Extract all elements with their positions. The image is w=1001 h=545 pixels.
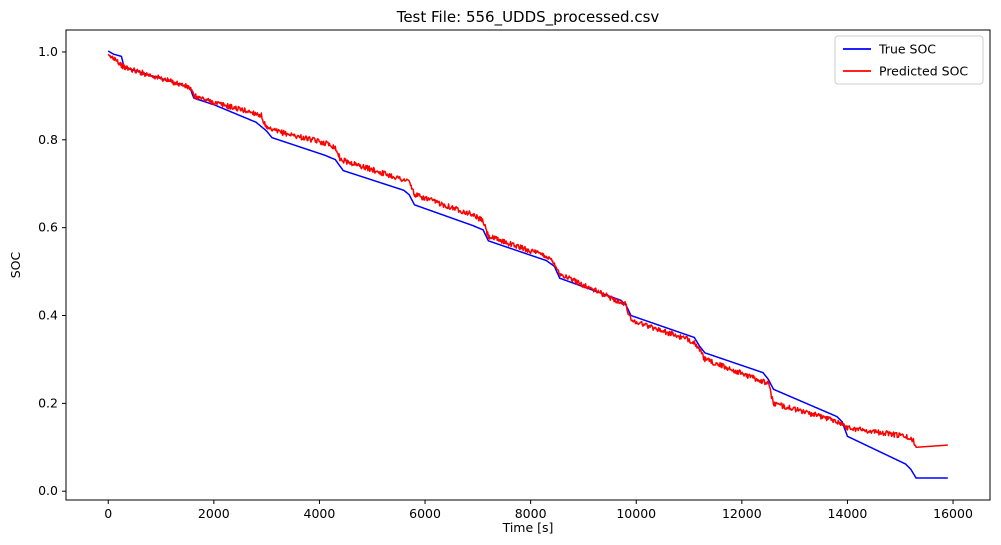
series-layer: [107, 50, 948, 479]
x-tick-label: 0: [104, 506, 112, 521]
x-axis-label: Time [s]: [502, 520, 554, 535]
y-tick-label: 0.4: [38, 308, 58, 323]
y-tick-label: 0.0: [38, 483, 58, 498]
x-axis-ticks: 0 2000 4000 6000 8000 10000 12000 14000 16000: [104, 500, 973, 521]
legend-label: True SOC: [878, 42, 936, 57]
chart-title: Test File: 556_UDDS_processed.csv: [396, 8, 660, 27]
legend-box: [834, 35, 984, 85]
y-tick-label: 1.0: [38, 44, 58, 59]
y-tick-label: 0.8: [38, 132, 58, 147]
x-tick-label: 4000: [304, 506, 336, 521]
legend-label: Predicted SOC: [879, 64, 968, 79]
x-tick-label: 6000: [409, 506, 441, 521]
x-tick-label: 8000: [515, 506, 547, 521]
y-axis-ticks: 0.0 0.2 0.4 0.6 0.8 1.0: [38, 44, 66, 498]
x-tick-label: 2000: [198, 506, 230, 521]
y-axis-label: SOC: [8, 251, 23, 278]
legend: True SOC Predicted SOC: [834, 35, 984, 85]
series-line-1: [107, 53, 948, 449]
plot-frame: [65, 29, 991, 501]
series-line-0: [107, 50, 948, 479]
x-tick-label: 14000: [828, 506, 868, 521]
y-tick-label: 0.6: [38, 220, 58, 235]
x-tick-label: 12000: [722, 506, 762, 521]
y-tick-label: 0.2: [38, 395, 58, 410]
x-tick-label: 16000: [933, 506, 973, 521]
x-tick-label: 10000: [616, 506, 656, 521]
